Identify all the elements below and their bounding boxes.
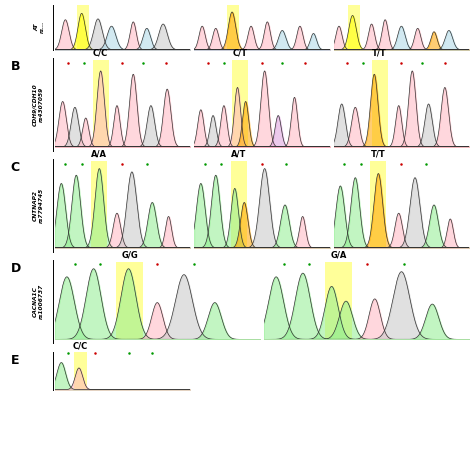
Bar	[92, 60, 109, 147]
Text: CNTNAP2
rs7794745: CNTNAP2 rs7794745	[33, 188, 43, 223]
Text: A/T: A/T	[231, 149, 246, 158]
Bar	[116, 262, 143, 339]
Text: T/T: T/T	[372, 48, 387, 57]
Text: G/G: G/G	[121, 250, 138, 259]
Text: CDH9/CDH10
rs4307059: CDH9/CDH10 rs4307059	[33, 83, 43, 126]
Bar	[372, 60, 388, 147]
Bar	[347, 5, 360, 50]
Text: CACNA1C
rs1006737: CACNA1C rs1006737	[33, 284, 43, 319]
Bar	[77, 5, 89, 50]
Bar	[91, 161, 108, 248]
Bar	[326, 262, 352, 339]
Text: A/A: A/A	[91, 149, 107, 158]
Text: E: E	[10, 354, 19, 366]
Bar	[370, 161, 386, 248]
Bar	[231, 161, 247, 248]
Text: C/T: C/T	[233, 48, 248, 57]
Text: C: C	[10, 161, 19, 174]
Text: D: D	[10, 262, 21, 275]
Text: C/C: C/C	[73, 342, 88, 351]
Text: B: B	[10, 60, 20, 73]
Bar	[227, 5, 239, 50]
Text: G/A: G/A	[330, 250, 347, 259]
Bar	[73, 352, 87, 390]
Text: C/C: C/C	[93, 48, 108, 57]
Bar	[232, 60, 248, 147]
Text: T/T: T/T	[371, 149, 386, 158]
Text: AT
rs...: AT rs...	[34, 21, 45, 34]
